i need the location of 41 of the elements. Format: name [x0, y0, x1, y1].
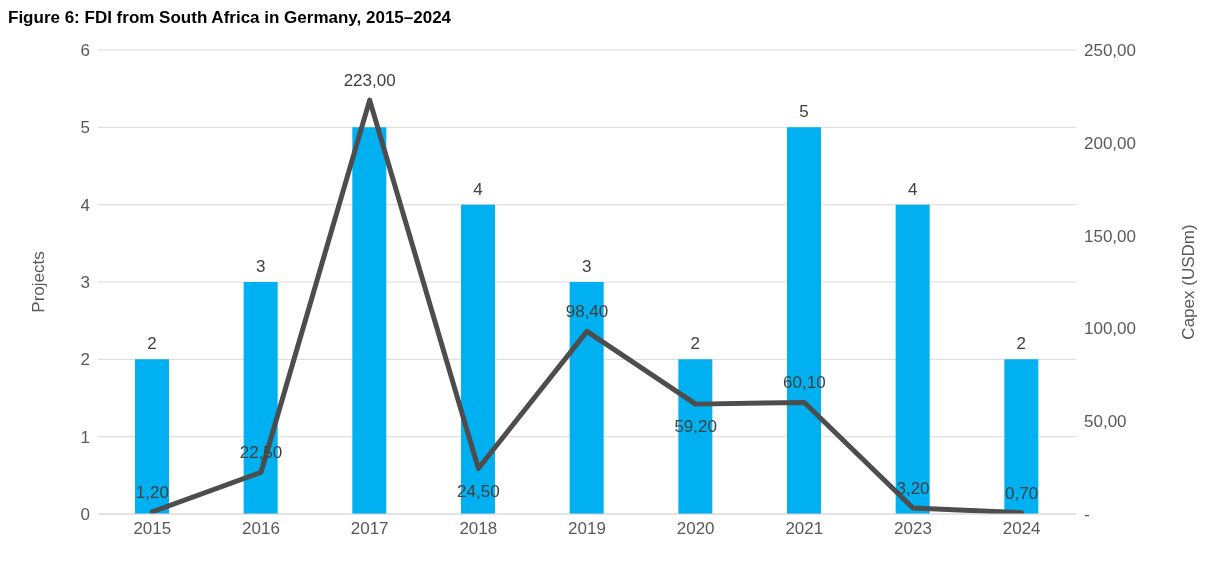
y2-tick-label: 200,00 — [1084, 133, 1136, 153]
y2-tick-label: - — [1084, 505, 1090, 525]
y-axis-title: Projects — [29, 251, 49, 313]
x-tick-label: 2019 — [568, 519, 606, 539]
x-tick-label: 2016 — [242, 519, 280, 539]
x-tick-label: 2023 — [894, 519, 932, 539]
y-tick-label: 6 — [80, 41, 90, 61]
y2-axis-title: Capex (USDm) — [1179, 224, 1199, 340]
data-label: 4 — [473, 179, 483, 199]
x-tick-label: 2024 — [1002, 519, 1041, 539]
chart-title: Figure 6: FDI from South Africa in Germany, 2015–2024 — [8, 8, 453, 29]
y2-tick-label: 250,00 — [1084, 41, 1136, 61]
y-tick-label: 4 — [80, 195, 90, 215]
y2-tick-label: 100,00 — [1084, 319, 1136, 339]
bar — [135, 359, 169, 514]
data-label: 2 — [690, 334, 701, 354]
data-label: 3,20 — [896, 479, 930, 499]
data-label: 5 — [799, 102, 809, 122]
data-label: 2 — [147, 334, 157, 354]
data-label: 4 — [907, 179, 918, 199]
x-tick-label: 2018 — [459, 519, 498, 539]
y2-tick-label: 50,00 — [1084, 412, 1127, 432]
bar — [352, 127, 387, 514]
bar — [1004, 359, 1039, 514]
y-tick-label: 2 — [80, 350, 90, 370]
x-tick-label: 2021 — [785, 519, 824, 539]
x-tick-label: 2020 — [676, 519, 715, 539]
data-label: 1,20 — [135, 482, 169, 502]
data-label: 3 — [255, 257, 266, 276]
y-tick-label: 5 — [80, 118, 90, 138]
data-label: 0,70 — [1005, 483, 1039, 503]
x-tick-label: 2017 — [350, 519, 389, 539]
y2-tick-label: 150,00 — [1084, 226, 1136, 246]
y-tick-label: 3 — [80, 273, 90, 293]
y-tick-label: 0 — [80, 505, 90, 525]
data-label: 223,00 — [343, 71, 396, 91]
y-tick-label: 1 — [80, 427, 90, 447]
data-label: 2 — [1016, 334, 1027, 354]
bar — [895, 204, 930, 514]
data-label: 3 — [581, 257, 592, 276]
x-tick-label: 2015 — [133, 519, 172, 539]
